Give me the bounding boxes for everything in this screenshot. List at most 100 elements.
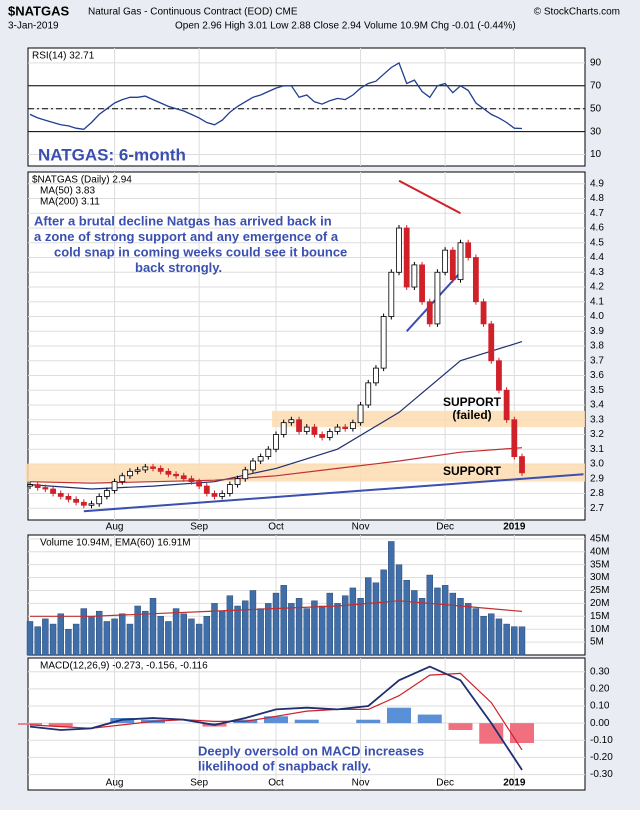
macd-histogram bbox=[448, 723, 473, 730]
candle bbox=[250, 460, 256, 471]
macd-line bbox=[29, 665, 523, 771]
volume-bar bbox=[180, 613, 187, 656]
y-tick-label: 90 bbox=[590, 58, 602, 69]
y-tick-label: 20M bbox=[590, 598, 609, 609]
volume-bar bbox=[464, 603, 472, 656]
annotation: NATGAS: 6-month bbox=[38, 145, 186, 164]
macd-histogram bbox=[417, 714, 442, 724]
date: 3-Jan-2019 bbox=[8, 21, 59, 32]
support-label: (failed) bbox=[452, 408, 491, 422]
rsi-line bbox=[29, 61, 523, 130]
candle bbox=[388, 271, 395, 317]
y-tick-label: 4.2 bbox=[590, 282, 604, 293]
candle bbox=[142, 466, 149, 471]
volume-bar bbox=[34, 626, 41, 656]
candle bbox=[234, 478, 241, 486]
support-label: SUPPORT bbox=[443, 395, 502, 409]
y-tick-label: 3.2 bbox=[590, 429, 604, 440]
candle bbox=[465, 242, 472, 258]
volume-ema bbox=[30, 600, 523, 617]
macd-histogram bbox=[479, 723, 504, 744]
x-tick-label: Nov bbox=[352, 522, 370, 533]
candle bbox=[173, 473, 179, 477]
candle bbox=[96, 496, 103, 505]
volume-bar bbox=[488, 613, 495, 656]
candle bbox=[111, 481, 118, 491]
candle bbox=[296, 419, 302, 432]
y-tick-label: 10 bbox=[590, 149, 602, 160]
x-tick-label: Sep bbox=[190, 778, 208, 789]
volume-bar bbox=[403, 579, 410, 656]
trend-line bbox=[83, 473, 584, 513]
candle bbox=[442, 249, 449, 273]
macd-histogram bbox=[387, 707, 411, 724]
y-tick-label: -0.30 bbox=[590, 769, 613, 780]
volume-bar bbox=[42, 618, 49, 656]
volume-bar bbox=[341, 595, 349, 656]
volume-bar bbox=[434, 587, 441, 656]
volume-bar bbox=[380, 569, 387, 656]
y-tick-label: 4.8 bbox=[590, 193, 604, 204]
x-tick-label: Aug bbox=[106, 778, 124, 789]
candle bbox=[457, 242, 464, 281]
candle bbox=[511, 419, 518, 457]
y-tick-label: 4.7 bbox=[590, 208, 604, 219]
candle bbox=[42, 487, 49, 490]
candle bbox=[57, 493, 64, 497]
y-tick-label: 3.3 bbox=[590, 414, 604, 425]
candle bbox=[434, 271, 441, 325]
volume-bar bbox=[218, 610, 226, 656]
y-tick-label: 3.8 bbox=[590, 341, 604, 352]
candle bbox=[242, 469, 249, 480]
support-label: SUPPORT bbox=[443, 464, 502, 478]
y-tick-label: 50 bbox=[590, 103, 602, 114]
candle bbox=[396, 227, 402, 273]
candle bbox=[203, 485, 210, 494]
candle bbox=[226, 484, 233, 494]
volume-bar bbox=[188, 618, 195, 656]
candle bbox=[257, 456, 264, 462]
candle bbox=[480, 301, 487, 325]
y-tick-label: 4.9 bbox=[590, 178, 604, 189]
y-tick-label: 30 bbox=[590, 126, 602, 137]
y-tick-label: 0.20 bbox=[590, 683, 610, 694]
candle bbox=[380, 316, 387, 369]
candle bbox=[357, 404, 364, 424]
volume-bar bbox=[72, 623, 80, 656]
y-tick-label: 2.9 bbox=[590, 473, 604, 484]
candle bbox=[134, 469, 141, 472]
y-tick-label: 3.9 bbox=[590, 326, 604, 337]
volume-bar bbox=[142, 610, 149, 656]
volume-bar bbox=[418, 598, 426, 656]
volume-bar bbox=[149, 598, 157, 656]
volume-bar bbox=[388, 541, 395, 656]
candle bbox=[34, 484, 41, 488]
x-tick-label: 2019 bbox=[503, 522, 526, 533]
volume-bar bbox=[172, 608, 180, 656]
candle bbox=[472, 257, 479, 303]
volume-bar bbox=[280, 585, 287, 656]
volume-bar bbox=[49, 623, 57, 656]
y-tick-label: 15M bbox=[590, 611, 609, 622]
volume-bar bbox=[80, 608, 88, 656]
volume-bar bbox=[426, 574, 433, 656]
macd-histogram bbox=[18, 723, 42, 725]
volume-bar bbox=[372, 582, 380, 656]
annotation: cold snap in coming weeks could see it b… bbox=[54, 244, 347, 259]
y-tick-label: 3.5 bbox=[590, 385, 604, 396]
y-tick-label: 4.3 bbox=[590, 267, 604, 278]
volume-bar bbox=[119, 613, 126, 656]
candle bbox=[273, 434, 279, 450]
candle bbox=[165, 470, 172, 475]
volume-bar bbox=[203, 616, 211, 656]
y-tick-label: 30M bbox=[590, 572, 609, 583]
volume-bar bbox=[126, 623, 134, 656]
y-tick-label: 25M bbox=[590, 585, 609, 596]
x-tick-label: Oct bbox=[268, 778, 284, 789]
volume-bar bbox=[449, 592, 457, 656]
macd-histogram bbox=[356, 719, 381, 724]
volume-bar bbox=[157, 616, 164, 656]
volume-bar bbox=[495, 618, 503, 656]
candle bbox=[150, 466, 156, 469]
rsi-label: RSI(14) 32.71 bbox=[32, 51, 95, 62]
